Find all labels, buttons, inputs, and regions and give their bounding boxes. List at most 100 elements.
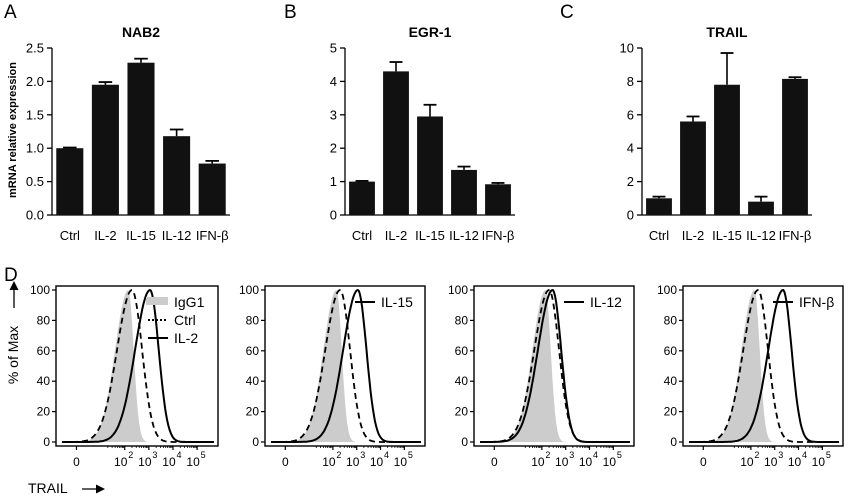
bar-nab2-4 bbox=[198, 163, 226, 215]
y-tick-label: 0 bbox=[330, 208, 337, 223]
x-tick-label: 10 bbox=[138, 455, 152, 469]
plot-frame bbox=[682, 285, 844, 447]
legend-label: Ctrl bbox=[174, 312, 196, 328]
treatment-histogram-line bbox=[689, 289, 839, 443]
x-tick-label: IFN-β bbox=[779, 228, 812, 243]
x-tick-label: Ctrl bbox=[649, 228, 669, 243]
x-tick-label: 10 bbox=[394, 455, 408, 469]
legend-label: IgG1 bbox=[174, 294, 205, 310]
panel-label-a: A bbox=[4, 2, 17, 23]
x-tick-label: 10 bbox=[186, 455, 200, 469]
x-tick-exponent: 4 bbox=[802, 450, 807, 460]
y-tick-label: 0 bbox=[43, 435, 50, 449]
x-tick-exponent: 3 bbox=[360, 450, 365, 460]
x-tick-label: 10 bbox=[603, 455, 617, 469]
bar-y-axis-title: mRNA relative expression bbox=[7, 62, 19, 198]
legend-label: IL-2 bbox=[174, 330, 198, 346]
legend-swatch-igg1 bbox=[146, 297, 168, 305]
x-tick-label: IL-15 bbox=[415, 228, 445, 243]
y-tick-label: 20 bbox=[455, 405, 469, 419]
chart-title: NAB2 bbox=[122, 24, 160, 40]
treatment-histogram-line bbox=[480, 289, 630, 443]
x-tick-label: IFN-β bbox=[196, 228, 229, 243]
y-tick-label: 80 bbox=[664, 313, 678, 327]
x-tick-exponent: 3 bbox=[778, 450, 783, 460]
y-tick-label: 2 bbox=[330, 141, 337, 156]
x-tick-label: 0 bbox=[700, 455, 707, 469]
y-tick-label: 5 bbox=[330, 41, 337, 56]
x-tick-label: IL-2 bbox=[385, 228, 407, 243]
x-tick-label: IL-15 bbox=[712, 228, 742, 243]
y-tick-label: 0.0 bbox=[26, 208, 44, 223]
x-tick-label: 10 bbox=[764, 455, 778, 469]
y-tick-label: 4 bbox=[627, 141, 634, 156]
x-tick-label: 10 bbox=[346, 455, 360, 469]
bar-nab2-1 bbox=[91, 84, 119, 216]
chart-title: TRAIL bbox=[706, 24, 748, 40]
x-tick-label: 10 bbox=[812, 455, 826, 469]
y-tick-label: 100 bbox=[30, 283, 50, 297]
ctrl-histogram-line bbox=[689, 289, 839, 443]
x-tick-label: IL-2 bbox=[94, 228, 116, 243]
x-tick-label: Ctrl bbox=[352, 228, 372, 243]
x-tick-label: 10 bbox=[531, 455, 545, 469]
legend-label: IL-12 bbox=[590, 294, 622, 310]
legend-label: IL-15 bbox=[381, 294, 413, 310]
y-tick-label: 0 bbox=[252, 435, 259, 449]
x-tick-exponent: 2 bbox=[128, 450, 133, 460]
hist-y-arrow bbox=[9, 281, 19, 308]
igg1-histogram-area bbox=[689, 290, 839, 442]
x-tick-label: 0 bbox=[491, 455, 498, 469]
x-tick-label: 0 bbox=[282, 455, 289, 469]
x-tick-label: IL-12 bbox=[449, 228, 479, 243]
x-tick-label: 10 bbox=[555, 455, 569, 469]
y-tick-label: 60 bbox=[664, 344, 678, 358]
plot-frame bbox=[473, 285, 635, 447]
y-tick-label: 8 bbox=[627, 74, 634, 89]
x-tick-exponent: 4 bbox=[384, 450, 389, 460]
x-tick-exponent: 2 bbox=[545, 450, 550, 460]
bar-nab2-2 bbox=[127, 62, 155, 215]
y-tick-label: 60 bbox=[37, 344, 51, 358]
y-tick-label: 4 bbox=[330, 74, 337, 89]
x-tick-exponent: 5 bbox=[826, 450, 831, 460]
x-tick-label: IL-12 bbox=[162, 228, 192, 243]
y-tick-label: 2.0 bbox=[26, 74, 44, 89]
x-tick-label: 10 bbox=[322, 455, 336, 469]
bar-chart-nab2: NAB2 0.0 0.5 1.0 1.5 2.0 2.5 Ctrl IL-2 IL-15 IL-12… bbox=[26, 24, 230, 243]
bar-trail-0 bbox=[646, 198, 672, 215]
y-tick-label: 0 bbox=[670, 435, 677, 449]
y-tick-label: 100 bbox=[448, 283, 468, 297]
x-tick-label: 10 bbox=[579, 455, 593, 469]
bar-nab2-3 bbox=[163, 136, 191, 215]
x-tick-label: Ctrl bbox=[60, 228, 80, 243]
y-tick-label: 100 bbox=[239, 283, 259, 297]
bar-egr1-1 bbox=[383, 71, 409, 215]
y-tick-label: 20 bbox=[664, 405, 678, 419]
x-tick-label: 10 bbox=[788, 455, 802, 469]
bar-chart-egr1: EGR-1 0 1 2 3 4 5 Ctrl IL-2 IL-15 IL-12 IFN-β bbox=[330, 24, 515, 243]
y-tick-label: 40 bbox=[455, 374, 469, 388]
chart-title: EGR-1 bbox=[409, 24, 452, 40]
x-tick-label: 10 bbox=[740, 455, 754, 469]
y-tick-label: 1 bbox=[330, 174, 337, 189]
hist-x-axis-title: TRAIL bbox=[28, 480, 68, 496]
treatment-histogram-line bbox=[271, 288, 421, 443]
x-tick-label: IL-15 bbox=[126, 228, 156, 243]
x-tick-exponent: 5 bbox=[617, 450, 622, 460]
panel-label-c: C bbox=[560, 2, 574, 23]
y-tick-label: 0 bbox=[627, 208, 634, 223]
y-tick-label: 40 bbox=[37, 374, 51, 388]
legend-label: IFN-β bbox=[799, 294, 834, 310]
y-tick-label: 0.5 bbox=[26, 174, 44, 189]
bar-trail-3 bbox=[748, 201, 774, 215]
igg1-histogram-area bbox=[480, 290, 630, 442]
y-tick-label: 1.0 bbox=[26, 141, 44, 156]
y-tick-label: 2 bbox=[627, 174, 634, 189]
y-tick-label: 80 bbox=[455, 313, 469, 327]
y-tick-label: 60 bbox=[246, 344, 260, 358]
bar-trail-2 bbox=[714, 84, 740, 216]
plot-frame bbox=[264, 285, 426, 447]
